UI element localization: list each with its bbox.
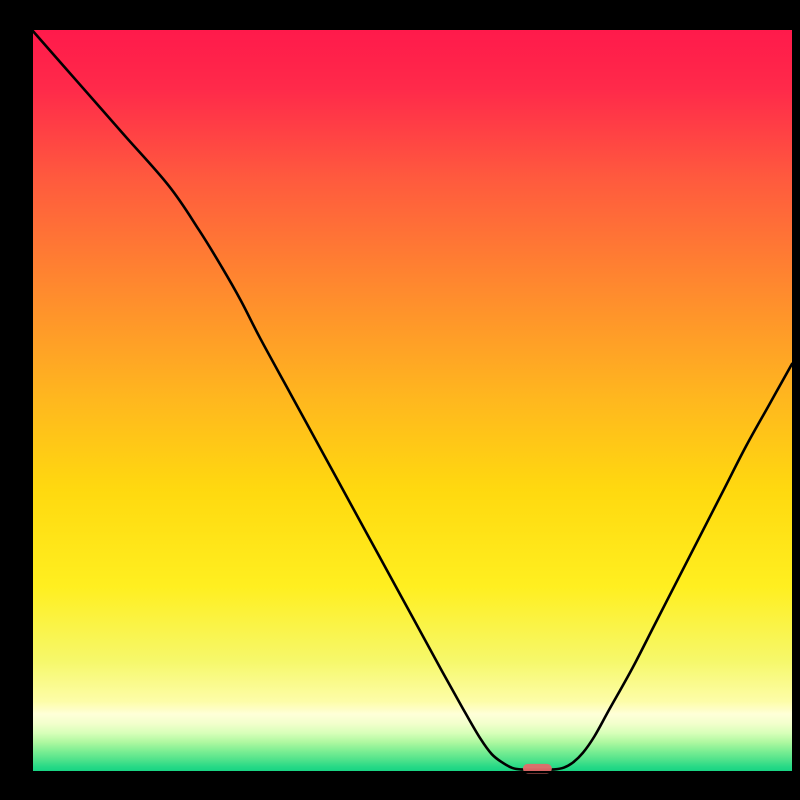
watermark-label: TheBottleneck.com — [591, 4, 788, 30]
plot-background — [32, 30, 792, 772]
chart-frame: TheBottleneck.com — [0, 0, 800, 800]
bottleneck-curve-chart — [0, 0, 800, 800]
